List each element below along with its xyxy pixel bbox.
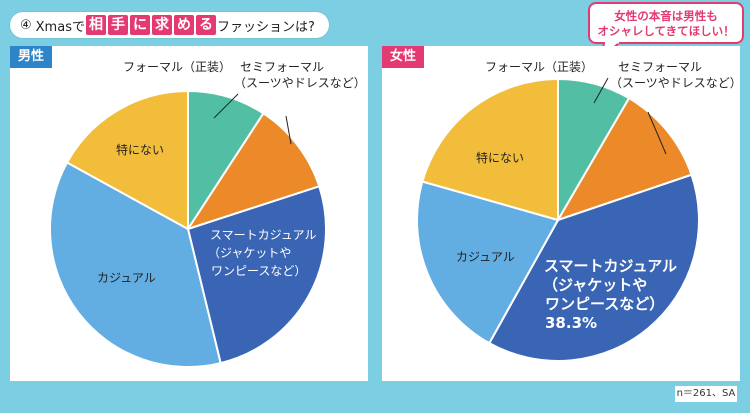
female-tag: 女性 [382, 46, 425, 68]
label-semi-formal: セミフォーマル [618, 60, 702, 74]
label-smart-casual-sub: ワンピースなど） [211, 264, 306, 278]
label-none: 特にない [116, 142, 164, 157]
label-smart-casual: スマートカジュアル [544, 257, 677, 275]
pie-slice [186, 185, 327, 365]
title-highlight-char: 相 [85, 15, 106, 35]
title-highlight-char: 手 [107, 15, 128, 35]
title-number: ④ [20, 17, 32, 33]
label-smart-casual-sub: ワンピースなど） [545, 295, 664, 313]
title-highlight-char: 求 [151, 15, 172, 35]
label-semi-formal-sub: （スーツやドレスなど） [234, 76, 366, 90]
title-suffix: ファッションは? [216, 19, 315, 35]
label-casual: カジュアル [456, 250, 515, 264]
value-label-smart-casual: 38.3% [545, 314, 597, 332]
label-smart-casual-sub: （ジャケットや [208, 246, 291, 260]
label-formal: フォーマル（正装） [123, 60, 231, 74]
pie-slice [487, 173, 700, 362]
leader-line [213, 93, 239, 119]
pie-slice [185, 112, 321, 231]
bubble-line: オシャレしてきてほしい！ [597, 24, 735, 38]
label-semi-formal-sub: （スーツやドレスなど） [610, 76, 740, 90]
pie-slice [65, 89, 189, 231]
leader-line [647, 111, 667, 155]
pie-slice [49, 161, 222, 368]
male-tag: 男性 [10, 46, 53, 68]
female-chart-panel: 女性 フォーマル（正装） セミフォーマル （スーツやドレスなど） 特にない カジ… [382, 46, 740, 381]
title-prefix: Xmasで [35, 19, 85, 35]
pie-slice [421, 77, 559, 222]
label-formal: フォーマル（正装） [485, 60, 593, 74]
label-smart-casual-sub: （ジャケットや [543, 276, 647, 294]
pie-slice [187, 89, 265, 233]
leader-line [593, 77, 609, 104]
male-pie-chart: フォーマル（正装） セミフォーマル （スーツやドレスなど） 特にない スマートカ… [49, 60, 366, 368]
comment-bubble: 女性の本音は男性も オシャレしてきてほしい！ [588, 2, 744, 44]
title-highlight-char: る [195, 15, 216, 35]
chart-title: ④ Xmasで 相 手 に 求 め る ファッションは? [10, 12, 329, 38]
label-none: 特にない [476, 150, 524, 165]
label-casual: カジュアル [97, 271, 156, 285]
male-chart-panel: 男性 フォーマル（正装） セミフォーマル （スーツやドレスなど） 特にない スマ… [10, 46, 368, 381]
pie-slice [555, 96, 693, 222]
female-pie-chart: フォーマル（正装） セミフォーマル （スーツやドレスなど） 特にない カジュアル… [416, 60, 740, 362]
label-smart-casual: スマートカジュアル [210, 228, 316, 242]
bubble-line: 女性の本音は男性も [614, 9, 718, 23]
title-highlight-char: め [173, 15, 194, 35]
leader-line [285, 115, 292, 145]
title-highlight-char: に [129, 15, 150, 35]
pie-slice [416, 180, 560, 345]
footnote: n＝261、SA [675, 386, 737, 402]
label-semi-formal: セミフォーマル [240, 60, 324, 74]
